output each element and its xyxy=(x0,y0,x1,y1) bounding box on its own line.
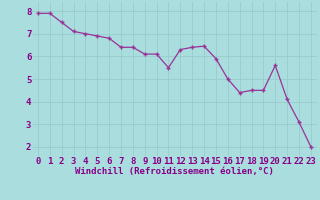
X-axis label: Windchill (Refroidissement éolien,°C): Windchill (Refroidissement éolien,°C) xyxy=(75,167,274,176)
